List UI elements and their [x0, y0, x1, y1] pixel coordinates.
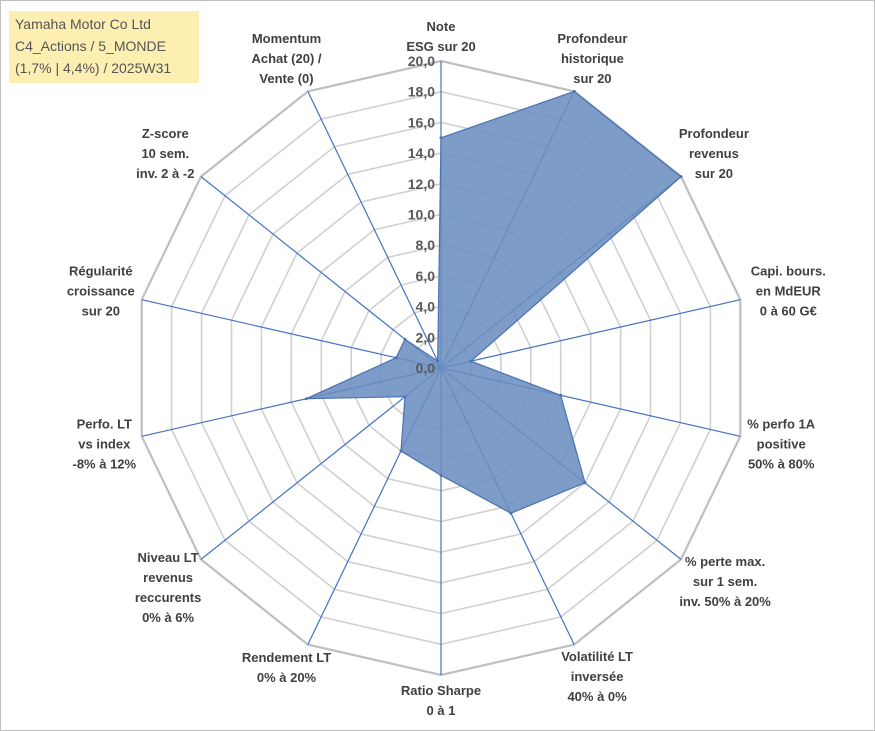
axis-label-1: Note ESG sur 20 [406, 19, 475, 54]
radar-tick-labels: 0,0 2,0 4,0 6,0 8,0 10,0 12,0 14,0 16,0 18,0 20,0 [408, 53, 435, 376]
spoke-4 [440, 299, 741, 369]
data-point-4 [469, 359, 473, 363]
axis-label-line: Régularité [69, 264, 133, 279]
axis-label-3: Profondeur revenus sur 20 [679, 126, 749, 181]
axis-label-10: Niveau LT revenus reccurents 0% à 6% [135, 550, 201, 625]
data-point-1 [439, 136, 443, 140]
data-point-11 [304, 397, 308, 401]
axis-label-line: Perfo. LT [77, 416, 132, 431]
axis-label-line: -8% à 12% [73, 456, 137, 471]
data-point-2 [572, 89, 576, 93]
axis-label-line: inv. 2 à -2 [136, 166, 194, 181]
radar-axis-labels: Note ESG sur 20 Profondeur historique sur 20… [67, 19, 826, 718]
tick-label: 0,0 [416, 360, 436, 376]
axis-label-line: inversée [571, 669, 624, 684]
axis-label-line: 0% à 6% [142, 610, 194, 625]
axis-label-line: 40% à 0% [567, 689, 627, 704]
axis-label-line: sur 1 sem. [693, 574, 757, 589]
data-point-5 [559, 393, 563, 397]
axis-label-line: Profondeur [679, 126, 749, 141]
axis-label-line: 10 sem. [141, 146, 189, 161]
data-point-13 [403, 337, 407, 341]
title-period: (1,7% | 4,4%) / 2025W31 [15, 60, 172, 76]
axis-label-line: ESG sur 20 [406, 39, 475, 54]
series-area [306, 90, 682, 514]
data-point-9 [399, 449, 403, 453]
data-point-3 [679, 175, 683, 179]
axis-label-line: Profondeur [557, 31, 627, 46]
axis-label-12: Régularité croissance sur 20 [67, 264, 135, 319]
axis-label-line: sur 20 [82, 304, 120, 319]
axis-label-9: Rendement LT 0% à 20% [242, 650, 331, 685]
axis-label-line: positive [757, 436, 806, 451]
axis-label-line: sur 20 [573, 71, 611, 86]
spoke-12 [141, 299, 442, 369]
axis-label-line: Note [427, 19, 456, 34]
axis-label-line: % perfo 1A [747, 416, 816, 431]
tick-label: 14,0 [408, 145, 435, 161]
radar-series [304, 89, 683, 515]
axis-label-line: revenus [143, 570, 193, 585]
data-point-10 [403, 395, 407, 399]
axis-label-line: 0 à 1 [427, 703, 456, 718]
axis-label-2: Profondeur historique sur 20 [557, 31, 627, 86]
axis-label-line: Z-score [142, 126, 189, 141]
axis-label-line: 0 à 60 G€ [760, 304, 817, 319]
axis-label-line: Vente (0) [259, 71, 313, 86]
axis-label-line: vs index [78, 436, 131, 451]
axis-label-line: en MdEUR [756, 284, 822, 299]
tick-label: 12,0 [408, 176, 435, 192]
title-category: C4_Actions / 5_MONDE [15, 38, 166, 54]
axis-label-11: Perfo. LT vs index -8% à 12% [73, 416, 137, 471]
spoke-14 [307, 91, 442, 369]
axis-label-13: Z-score 10 sem. inv. 2 à -2 [136, 126, 194, 181]
axis-label-line: inv. 50% à 20% [679, 594, 771, 609]
axis-label-line: croissance [67, 284, 135, 299]
axis-label-line: sur 20 [695, 166, 733, 181]
tick-label: 10,0 [408, 207, 435, 223]
tick-label: 8,0 [416, 237, 436, 253]
title-company: Yamaha Motor Co Ltd [15, 16, 151, 32]
axis-label-line: Niveau LT [138, 550, 199, 565]
axis-label-line: Capi. bours. [751, 264, 826, 279]
tick-label: 6,0 [416, 268, 436, 284]
axis-label-8: Ratio Sharpe 0 à 1 [401, 683, 481, 718]
tick-label: 2,0 [416, 329, 436, 345]
axis-label-14: Momentum Achat (20) / Vente (0) [251, 31, 321, 86]
tick-label: 16,0 [408, 114, 435, 130]
data-point-7 [509, 511, 513, 515]
axis-label-line: reccurents [135, 590, 201, 605]
axis-label-line: 50% à 80% [748, 456, 815, 471]
axis-label-line: 0% à 20% [257, 670, 317, 685]
spoke-10 [200, 367, 442, 560]
axis-label-line: Momentum [252, 31, 321, 46]
axis-label-4: Capi. bours. en MdEUR 0 à 60 G€ [751, 264, 826, 319]
axis-label-line: historique [561, 51, 624, 66]
axis-label-6: % perte max. sur 1 sem. inv. 50% à 20% [679, 554, 771, 609]
tick-label: 4,0 [416, 299, 436, 315]
axis-label-line: Ratio Sharpe [401, 683, 481, 698]
data-point-12 [394, 356, 398, 360]
spoke-13 [200, 176, 442, 369]
data-point-14 [436, 359, 440, 363]
data-point-6 [583, 481, 587, 485]
axis-label-7: Volatilité LT inversée 40% à 0% [561, 649, 633, 704]
data-point-8 [439, 473, 443, 477]
axis-label-line: Achat (20) / [251, 51, 321, 66]
tick-label: 20,0 [408, 53, 435, 69]
axis-label-line: Volatilité LT [561, 649, 633, 664]
tick-label: 18,0 [408, 84, 435, 100]
axis-label-5: % perfo 1A positive 50% à 80% [747, 416, 816, 471]
axis-label-line: Rendement LT [242, 650, 331, 665]
chart-title-box: Yamaha Motor Co Ltd C4_Actions / 5_MONDE… [9, 11, 199, 83]
axis-label-line: % perte max. [685, 554, 765, 569]
axis-label-line: revenus [689, 146, 739, 161]
